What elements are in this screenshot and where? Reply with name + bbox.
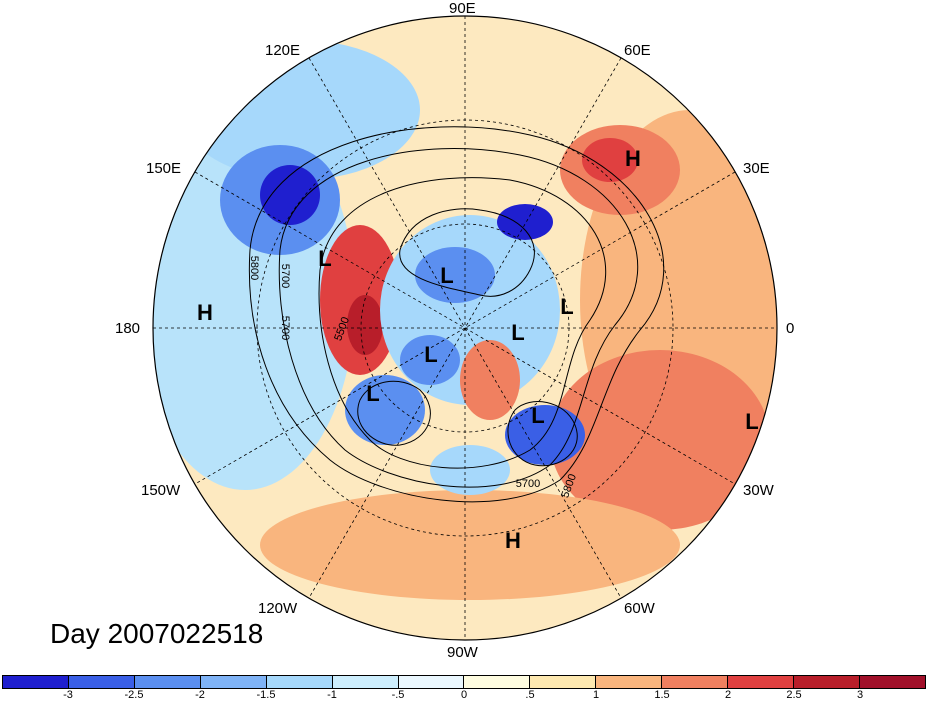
graticule xyxy=(153,16,777,640)
colorbar-tick-label: -3 xyxy=(63,689,73,701)
pressure-center-label: H xyxy=(505,528,521,553)
pressure-center-label: L xyxy=(318,246,331,271)
colorbar-tick-label: -1.5 xyxy=(256,689,276,701)
pressure-center-label: L xyxy=(424,342,437,367)
pressure-center-label: L xyxy=(366,381,379,406)
colorbar-swatch xyxy=(530,676,597,688)
colorbar-tick-label: -2.5 xyxy=(124,689,144,701)
lon-label-120w: 120W xyxy=(258,600,298,617)
colorbar-swatch xyxy=(266,676,333,688)
pressure-center-label: L xyxy=(531,403,544,428)
pressure-center-label: L xyxy=(511,320,524,345)
lon-label-120e: 120E xyxy=(265,42,301,59)
colorbar-swatch xyxy=(332,676,399,688)
pressure-center-label: L xyxy=(745,409,758,434)
pressure-centers: H H H L L L L L L L L xyxy=(197,146,759,553)
colorbar-tick-label: -2 xyxy=(195,689,205,701)
colorbar-tick-label: 2.5 xyxy=(786,689,802,701)
colorbar-swatch xyxy=(200,676,267,688)
lon-label-60e: 60E xyxy=(624,42,651,59)
lon-label-90e: 90E xyxy=(449,0,476,17)
colorbar-swatch xyxy=(398,676,465,688)
pressure-center-label: H xyxy=(625,146,641,171)
colorbar-tick-label: 0 xyxy=(460,689,468,701)
colorbar-tick-label: 1 xyxy=(592,689,600,701)
colorbar-tick-label: 1.5 xyxy=(654,689,670,701)
colorbar-swatch xyxy=(794,676,860,688)
colorbar-tick-label: 3 xyxy=(856,689,864,701)
colorbar-swatch xyxy=(728,676,795,688)
height-contours xyxy=(248,126,665,503)
lon-label-30w: 30W xyxy=(743,482,774,499)
colorbar-tick-label: .5 xyxy=(525,689,535,701)
lon-label-60w: 60W xyxy=(624,600,655,617)
colorbar-swatch xyxy=(596,676,663,688)
colorbar-tick-label: 2 xyxy=(724,689,732,701)
pressure-center-label: L xyxy=(560,294,573,319)
contour-value-label: 5700 xyxy=(516,478,540,490)
lon-label-30e: 30E xyxy=(743,160,770,177)
lon-label-180: 180 xyxy=(115,320,141,337)
lon-label-150w: 150W xyxy=(141,482,181,499)
colorbar-swatch xyxy=(464,676,531,688)
colorbar-swatch xyxy=(662,676,729,688)
colorbar-swatch xyxy=(134,676,201,688)
map-boundary xyxy=(152,15,778,641)
lon-label-150e: 150E xyxy=(146,160,182,177)
colorbar-swatch xyxy=(68,676,135,688)
day-title: Day 2007022518 xyxy=(50,618,264,649)
pressure-center-label: L xyxy=(440,263,453,288)
colorbar-tick-label: -1 xyxy=(327,689,337,701)
colorbar xyxy=(2,675,926,689)
lon-label-90w: 90W xyxy=(447,644,478,661)
anomaly-field xyxy=(153,16,777,640)
contour-value-label: 5700 xyxy=(279,264,291,288)
colorbar-swatch xyxy=(859,676,925,688)
contour-value-label: 5700 xyxy=(279,316,291,340)
colorbar-tick-label: -.5 xyxy=(391,689,405,701)
colorbar-swatch xyxy=(3,676,69,688)
contour-value-label: 5800 xyxy=(248,256,260,280)
lon-label-0: 0 xyxy=(786,320,795,337)
pressure-center-label: H xyxy=(197,300,213,325)
